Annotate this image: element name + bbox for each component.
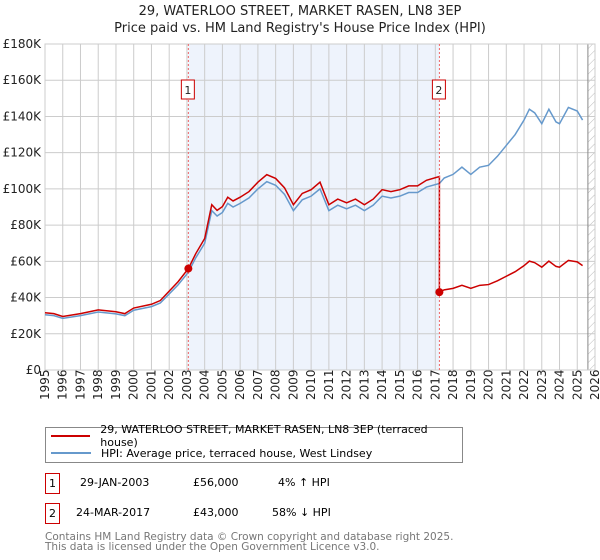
- chart-subtitle: Price paid vs. HM Land Registry's House …: [114, 21, 486, 36]
- x-tick-label: 2013: [357, 369, 371, 400]
- sale-annotation-label-1: 1: [184, 84, 191, 97]
- x-tick-label: 2004: [198, 369, 212, 400]
- chart-title: 29, WATERLOO STREET, MARKET RASEN, LN8 3…: [138, 4, 462, 19]
- y-tick-label: £180K: [3, 37, 43, 51]
- legend-swatch-price: [51, 435, 91, 437]
- sale-hpi-diff: 58% ↓ HPI: [272, 506, 331, 519]
- footer-line-1: Contains HM Land Registry data © Crown c…: [45, 531, 454, 543]
- x-tick-label: 2019: [464, 369, 478, 400]
- x-tick-label: 1997: [73, 369, 87, 400]
- x-tick-label: 1998: [91, 369, 105, 400]
- sale-marker-2: 2: [45, 503, 60, 524]
- x-tick-label: 2015: [393, 369, 407, 400]
- sale-date: 24-MAR-2017: [76, 506, 151, 519]
- y-tick-label: £160K: [3, 73, 43, 87]
- footer: Contains HM Land Registry data © Crown c…: [45, 531, 454, 553]
- x-tick-label: 2010: [304, 369, 318, 400]
- y-tick-label: £100K: [3, 182, 43, 196]
- x-tick-label: 2000: [127, 369, 141, 400]
- x-tick-label: 2005: [215, 369, 229, 400]
- sale-annotation-box-2: [431, 79, 446, 100]
- x-tick-label: 2017: [428, 369, 442, 400]
- sale-price: £56,000: [193, 476, 239, 489]
- x-tick-label: 1996: [56, 369, 70, 400]
- sale-point-1: [184, 264, 193, 273]
- x-tick-label: 2022: [517, 369, 531, 400]
- sale-date: 29-JAN-2003: [80, 476, 150, 489]
- y-tick-label: £60K: [10, 254, 42, 268]
- x-tick-label: 2011: [322, 369, 336, 400]
- legend-swatch-hpi: [51, 452, 91, 454]
- y-tick-label: £120K: [3, 146, 43, 160]
- plot-border: [44, 43, 596, 371]
- legend-label-hpi: HPI: Average price, terraced house, West…: [101, 446, 373, 460]
- y-tick-label: £80K: [10, 218, 42, 232]
- price-line: [44, 173, 584, 318]
- x-tick-label: 2026: [588, 369, 600, 400]
- x-tick-label: 2021: [499, 369, 513, 400]
- x-tick-label: 2012: [340, 369, 354, 400]
- y-tick-label: £140K: [3, 109, 43, 123]
- y-tick-label: £20K: [10, 327, 42, 341]
- sale-marker-1: 1: [45, 473, 60, 494]
- x-tick-label: 2020: [482, 369, 496, 400]
- x-tick-label: 2006: [233, 369, 247, 400]
- x-tick-label: 2002: [162, 369, 176, 400]
- y-tick-label: £40K: [10, 291, 42, 305]
- sale-hpi-diff: 4% ↑ HPI: [278, 476, 330, 489]
- sale-point-2: [435, 288, 444, 297]
- shaded-period: [188, 44, 440, 370]
- x-tick-label: 2007: [251, 369, 265, 400]
- x-tick-label: 2009: [286, 369, 300, 400]
- sale-price: £43,000: [193, 506, 239, 519]
- sale-annotation-label-2: 2: [435, 84, 442, 97]
- y-tick-label: £0: [26, 363, 41, 377]
- hpi-line: [44, 106, 584, 320]
- x-tick-label: 2003: [180, 369, 194, 400]
- x-tick-label: 2008: [269, 369, 283, 400]
- legend: 29, WATERLOO STREET, MARKET RASEN, LN8 3…: [45, 423, 463, 463]
- legend-label-price: 29, WATERLOO STREET, MARKET RASEN, LN8 3…: [100, 423, 428, 449]
- x-tick-label: 2001: [144, 369, 158, 400]
- footer-line-2: This data is licensed under the Open Gov…: [45, 541, 380, 553]
- x-tick-label: 2018: [446, 369, 460, 400]
- sale-annotation-box-1: [180, 79, 195, 100]
- x-tick-label: 2016: [411, 369, 425, 400]
- x-tick-label: 1995: [38, 369, 52, 400]
- x-tick-label: 1999: [109, 369, 123, 400]
- x-tick-label: 2024: [553, 369, 567, 400]
- future-hatch: [587, 44, 595, 370]
- x-tick-label: 2023: [535, 369, 549, 400]
- x-tick-label: 2025: [570, 369, 584, 400]
- x-tick-label: 2014: [375, 369, 389, 400]
- plot-area: £0 £20K £40K £60K £80K £100K £120K £140K £160K £1…: [3, 37, 600, 400]
